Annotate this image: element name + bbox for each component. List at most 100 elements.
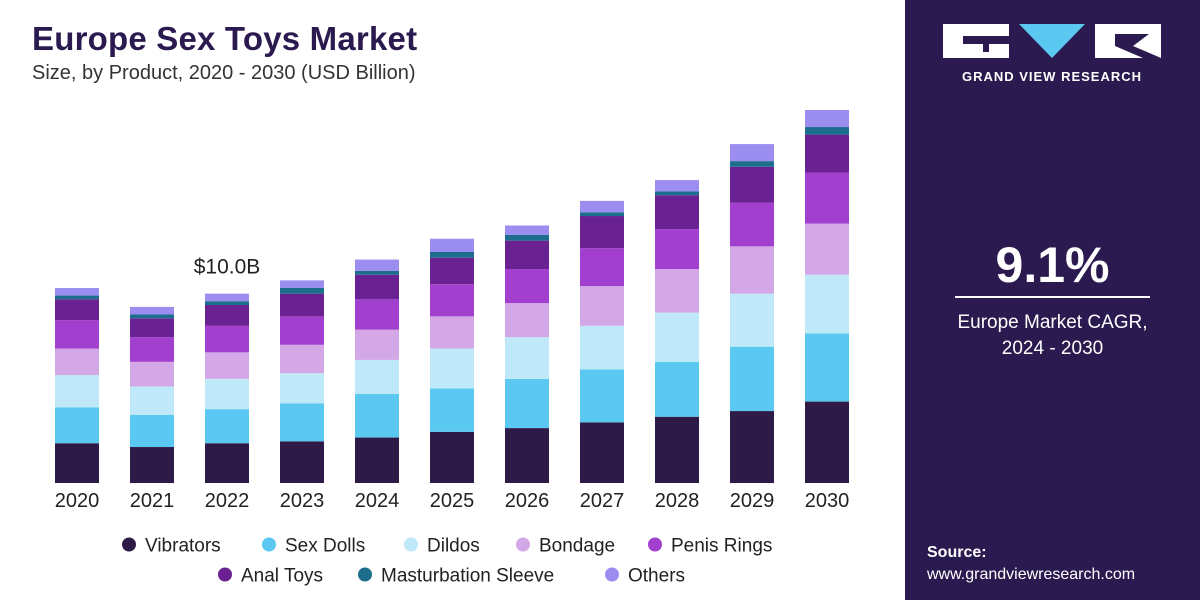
bar-segment-penis-rings bbox=[205, 325, 249, 353]
bar-segment-sex-dolls bbox=[130, 414, 174, 448]
bar-segment-sex-dolls bbox=[280, 403, 324, 442]
bar-group-2027 bbox=[580, 200, 624, 483]
bar-segment-masturbation-sleeve bbox=[430, 252, 474, 258]
legend-label: Sex Dolls bbox=[285, 536, 365, 557]
bar-segment-sex-dolls bbox=[580, 369, 624, 423]
bar-segment-dildos bbox=[355, 359, 399, 395]
bar-segment-sex-dolls bbox=[505, 378, 549, 429]
bar-segment-penis-rings bbox=[505, 269, 549, 304]
bar-group-2021 bbox=[130, 306, 174, 483]
bar-group-2020 bbox=[55, 287, 99, 483]
chart-subtitle: Size, by Product, 2020 - 2030 (USD Billi… bbox=[32, 62, 416, 84]
bar-segment-masturbation-sleeve bbox=[805, 127, 849, 135]
bar-segment-bondage bbox=[55, 348, 99, 376]
bar-segment-vibrators bbox=[205, 443, 249, 483]
bar-segment-masturbation-sleeve bbox=[130, 314, 174, 319]
bar-segment-masturbation-sleeve bbox=[580, 212, 624, 217]
bar-segment-anal-toys bbox=[505, 240, 549, 270]
bar-segment-anal-toys bbox=[130, 318, 174, 338]
bar-segment-dildos bbox=[205, 378, 249, 410]
bar-segment-bondage bbox=[280, 344, 324, 374]
bar-segment-anal-toys bbox=[55, 299, 99, 321]
legend-item-penis-rings: Penis Rings bbox=[648, 536, 772, 557]
bar-group-2030 bbox=[805, 110, 849, 483]
gvr-logo-icon bbox=[943, 24, 1161, 58]
bar-segment-penis-rings bbox=[730, 202, 774, 247]
bar-group-2024 bbox=[355, 259, 399, 483]
legend-label: Penis Rings bbox=[671, 536, 772, 557]
bar-group-2028 bbox=[655, 180, 699, 483]
x-tick-label: 2021 bbox=[130, 490, 175, 512]
bar-segment-dildos bbox=[130, 386, 174, 415]
legend-swatch bbox=[516, 537, 530, 552]
bar-segment-dildos bbox=[430, 348, 474, 389]
x-tick-label: 2028 bbox=[655, 490, 700, 512]
bar-segment-others bbox=[280, 280, 324, 288]
x-tick-label: 2026 bbox=[505, 490, 550, 512]
bar-segment-penis-rings bbox=[280, 316, 324, 345]
bar-segment-sex-dolls bbox=[805, 333, 849, 402]
bar-segment-bondage bbox=[505, 303, 549, 338]
bar-segment-others bbox=[805, 110, 849, 128]
legend-label: Bondage bbox=[539, 536, 615, 557]
bar-group-2026 bbox=[505, 225, 549, 483]
legend-item-vibrators: Vibrators bbox=[122, 536, 221, 557]
bar-segment-vibrators bbox=[580, 422, 624, 483]
bar-segment-dildos bbox=[280, 373, 324, 404]
cagr-divider bbox=[955, 296, 1150, 298]
bar-segment-vibrators bbox=[430, 431, 474, 483]
bar-segment-vibrators bbox=[355, 437, 399, 483]
stacked-bar-chart: 2020 2021 2022 $10.0B 2023 2024 2025 2026 2027 20… bbox=[55, 110, 849, 587]
bar-segment-dildos bbox=[505, 337, 549, 379]
bar-segment-anal-toys bbox=[430, 257, 474, 285]
source-label: Source: bbox=[927, 544, 987, 561]
bar-segment-sex-dolls bbox=[55, 407, 99, 444]
bar-group-2023 bbox=[280, 280, 324, 483]
bar-segment-vibrators bbox=[280, 441, 324, 483]
legend-label: Masturbation Sleeve bbox=[381, 566, 554, 587]
bar-segment-vibrators bbox=[130, 447, 174, 483]
bar-segment-others bbox=[580, 200, 624, 213]
legend-item-masturbation-sleeve: Masturbation Sleeve bbox=[358, 566, 554, 587]
bar-segment-bondage bbox=[205, 352, 249, 379]
bar-segment-vibrators bbox=[505, 428, 549, 483]
bar-segment-sex-dolls bbox=[655, 361, 699, 417]
bar-segment-sex-dolls bbox=[205, 409, 249, 444]
bar-segment-penis-rings bbox=[805, 172, 849, 224]
bar-segment-anal-toys bbox=[355, 274, 399, 300]
bar-group-2025 bbox=[430, 238, 474, 483]
bar-segment-dildos bbox=[805, 274, 849, 334]
bar-segment-masturbation-sleeve bbox=[280, 287, 324, 294]
bar-segment-anal-toys bbox=[580, 216, 624, 249]
bar-segment-bondage bbox=[130, 361, 174, 387]
bar-segment-anal-toys bbox=[730, 166, 774, 203]
bar-segment-vibrators bbox=[730, 411, 774, 483]
x-tick-label: 2025 bbox=[430, 490, 475, 512]
bar-segment-penis-rings bbox=[130, 337, 174, 362]
bar-segment-dildos bbox=[55, 375, 99, 408]
bar-segment-penis-rings bbox=[430, 284, 474, 317]
bar-segment-others bbox=[355, 259, 399, 271]
bar-segment-bondage bbox=[655, 269, 699, 313]
legend-label: Vibrators bbox=[145, 536, 221, 557]
chart-title: Europe Sex Toys Market bbox=[32, 20, 418, 57]
x-tick-label: 2027 bbox=[580, 490, 625, 512]
bar-segment-others bbox=[730, 144, 774, 162]
bar-segment-bondage bbox=[430, 316, 474, 349]
bar-segment-penis-rings bbox=[655, 229, 699, 270]
bar-segment-bondage bbox=[805, 223, 849, 275]
source-link[interactable]: www.grandviewresearch.com bbox=[927, 566, 1136, 583]
legend-item-dildos: Dildos bbox=[404, 536, 480, 557]
bar-segment-masturbation-sleeve bbox=[205, 301, 249, 306]
legend-swatch bbox=[605, 567, 619, 582]
bar-segment-dildos bbox=[655, 312, 699, 362]
legend-item-others: Others bbox=[605, 566, 685, 587]
bar-segment-bondage bbox=[355, 329, 399, 360]
legend-swatch bbox=[122, 537, 136, 552]
x-tick-label: 2024 bbox=[355, 490, 400, 512]
legend-swatch bbox=[648, 537, 662, 552]
bar-segment-masturbation-sleeve bbox=[655, 191, 699, 196]
x-tick-label: 2029 bbox=[730, 490, 775, 512]
bar-segment-anal-toys bbox=[805, 134, 849, 173]
bar-segment-sex-dolls bbox=[730, 346, 774, 412]
